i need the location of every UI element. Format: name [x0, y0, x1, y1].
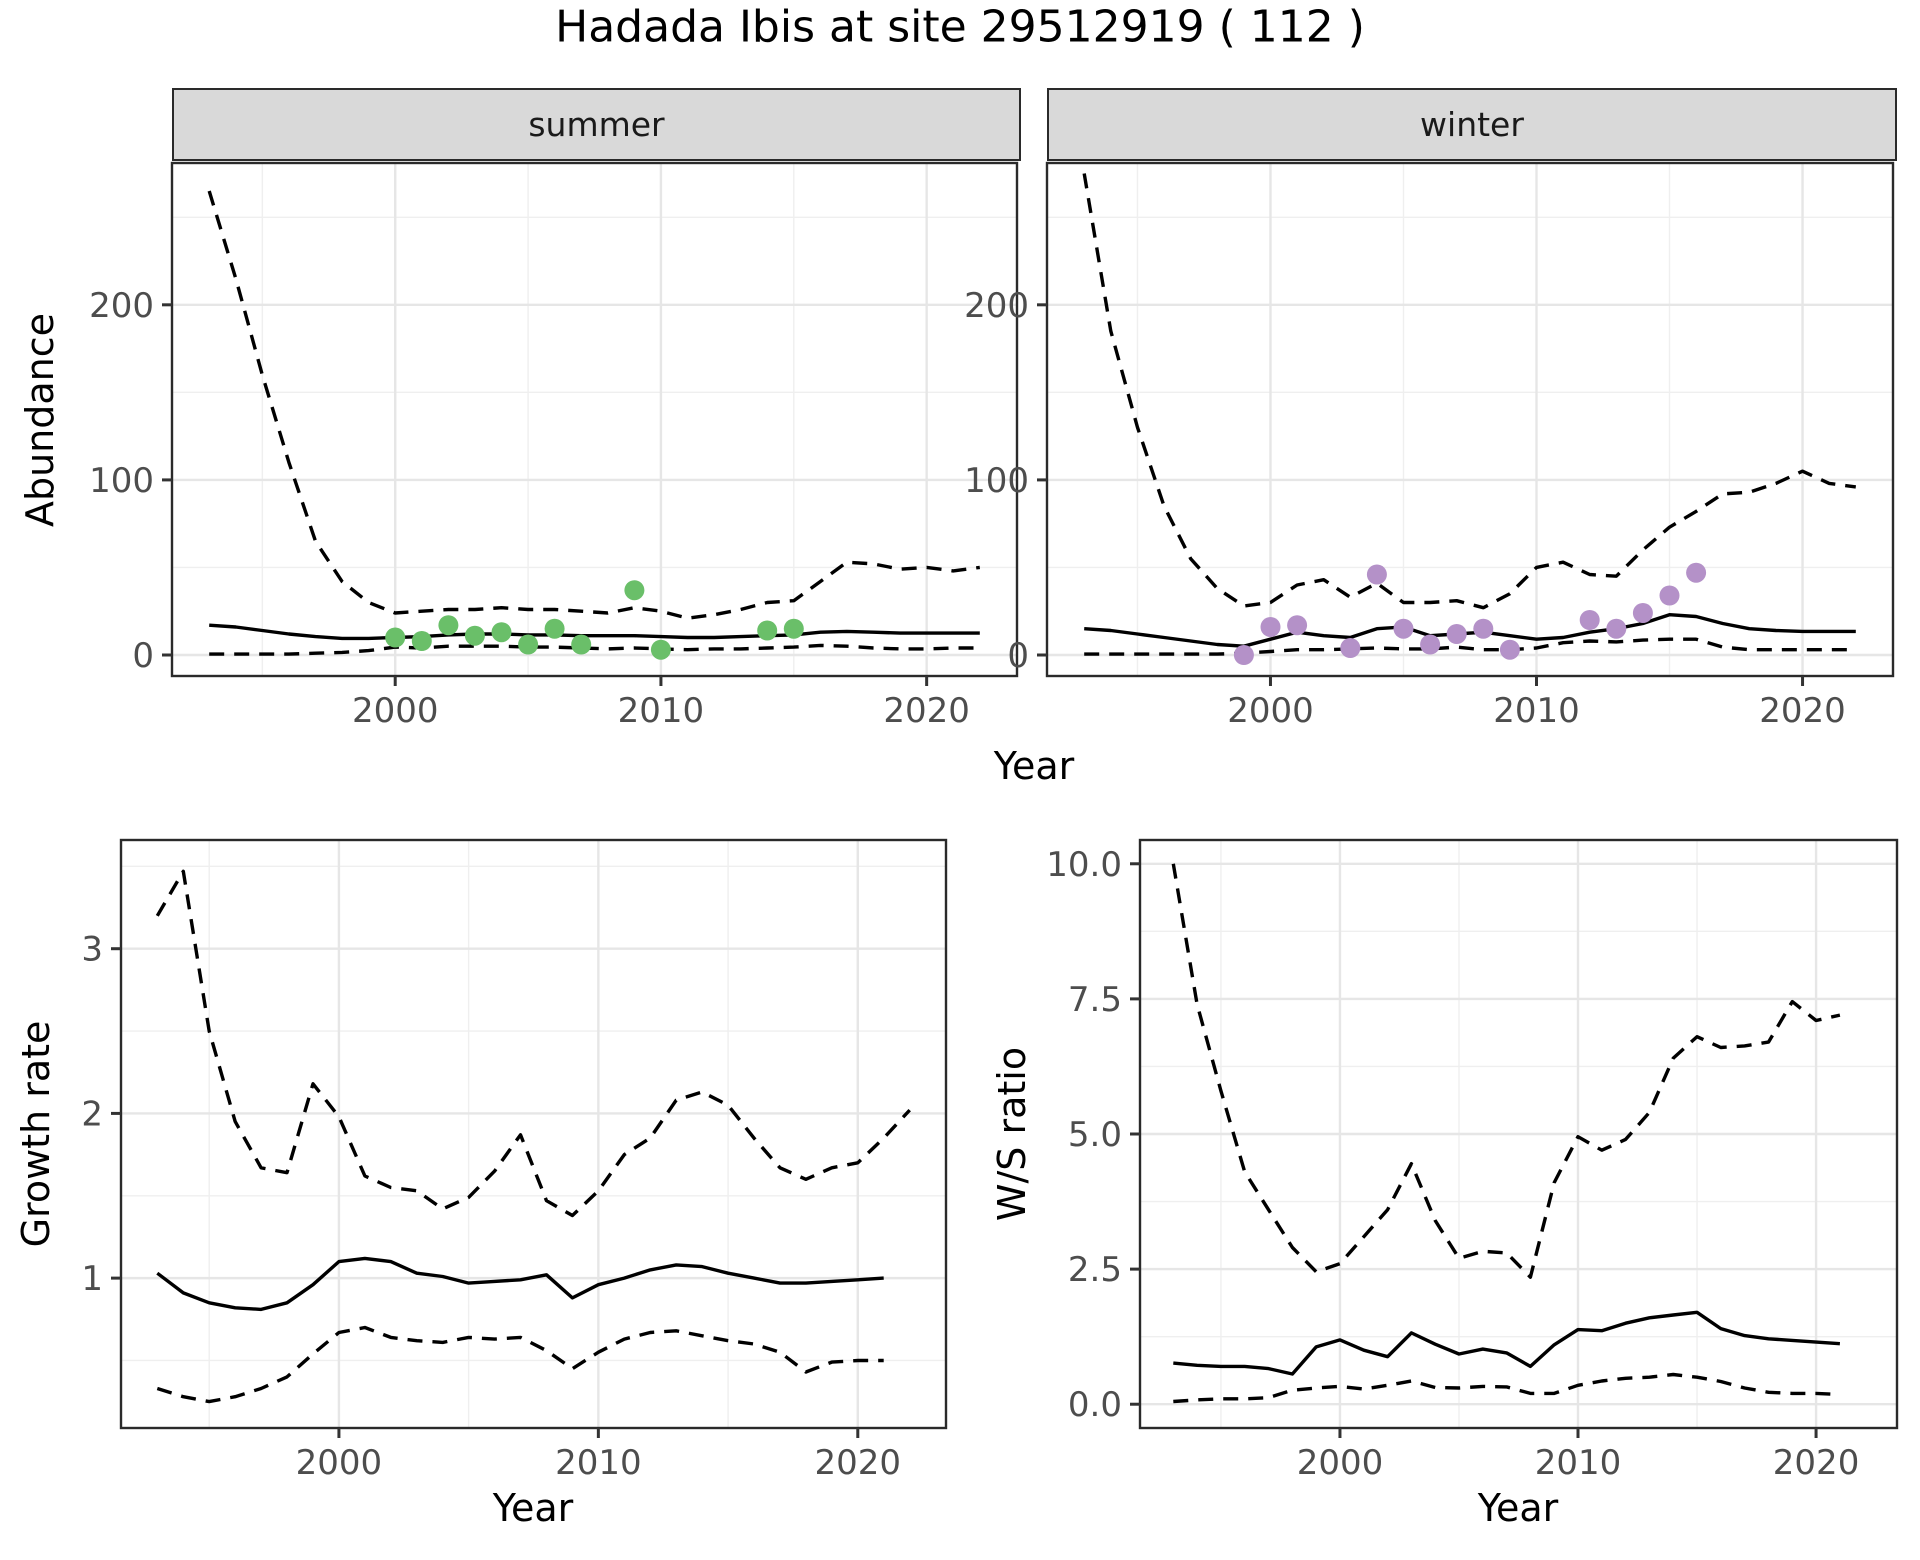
- y-tick-label: 100: [964, 461, 1029, 501]
- observed_winter-point: [1393, 618, 1414, 639]
- x-tick-label: 2010: [1493, 691, 1580, 731]
- y-tick-label: 10.0: [1046, 845, 1122, 885]
- growth_rate-upper_ci-line: [155, 869, 911, 1218]
- x-axis-title-year-bottom-left: Year: [492, 1486, 574, 1530]
- facet-strip-winter-label: winter: [1420, 105, 1524, 144]
- x-tick-label: 2020: [1759, 691, 1846, 731]
- observed_summer-point: [757, 620, 778, 641]
- y-axis-title-abundance: Abundance: [18, 312, 62, 528]
- y-tick-label: 0: [132, 636, 154, 676]
- x-tick-label: 2020: [815, 1443, 902, 1483]
- y-axis-title-growth-rate: Growth rate: [14, 1020, 58, 1248]
- growth_rate-median-line: [156, 1256, 884, 1312]
- observed_summer-point: [385, 627, 406, 648]
- observed_winter-point: [1233, 645, 1254, 665]
- abundance_summer-lower_ci-line: [209, 643, 980, 656]
- abundance_summer-upper_ci-line: [207, 190, 981, 620]
- x-tick-label: 2000: [352, 691, 439, 731]
- panel-border: [170, 161, 1019, 678]
- abundance_summer-median-line: [209, 623, 980, 641]
- abundance_winter-lower_ci-line: [1084, 637, 1856, 656]
- observed_winter-point: [1446, 624, 1467, 644]
- panel-abundance_summer: 2000 2010 2020 0 100 200: [89, 161, 1019, 731]
- observed_summer-point: [624, 580, 645, 601]
- observed_winter-point: [1606, 618, 1627, 639]
- observed_summer-point: [571, 634, 592, 655]
- observed_summer-point: [464, 625, 485, 646]
- x-tick-label: 2020: [883, 691, 970, 731]
- y-tick-label: 2: [81, 1094, 103, 1134]
- observed_winter-point: [1366, 564, 1387, 585]
- observed_winter-point: [1340, 638, 1361, 658]
- y-tick-label: 2.5: [1068, 1250, 1122, 1290]
- observed_summer-point: [491, 622, 512, 643]
- observed_winter-point: [1686, 562, 1707, 583]
- y-tick-label: 200: [89, 286, 154, 326]
- x-tick-label: 2000: [1297, 1443, 1384, 1483]
- x-tick-label: 2010: [555, 1443, 642, 1483]
- abundance_winter-median-line: [1084, 613, 1856, 648]
- y-tick-label: 5.0: [1068, 1115, 1122, 1155]
- observed_summer-point: [518, 634, 539, 655]
- chart-title: Hadada Ibis at site 29512919 ( 112 ): [555, 1, 1365, 53]
- ws_ratio-median-line: [1173, 1310, 1841, 1376]
- facet-strip-summer: summer: [172, 88, 1021, 161]
- x-tick-label: 2010: [618, 691, 705, 731]
- observed_winter-point: [1659, 585, 1680, 606]
- y-tick-label: 0: [1007, 636, 1029, 676]
- observed_winter-point: [1632, 603, 1653, 623]
- y-tick-label: 1: [81, 1259, 103, 1299]
- x-axis-title-year-top: Year: [993, 744, 1075, 788]
- panel-ws_ratio: 2000 2010 2020 0.0 2.5 5.0 7.5 10.0: [1046, 838, 1899, 1483]
- observed_winter-point: [1260, 617, 1281, 637]
- observed_winter-point: [1579, 610, 1600, 630]
- observed_winter-point: [1473, 618, 1494, 639]
- x-tick-label: 2010: [1535, 1443, 1622, 1483]
- observed_summer-point: [783, 618, 804, 639]
- y-tick-label: 200: [964, 286, 1029, 326]
- facet-strip-summer-label: summer: [528, 105, 665, 144]
- observed_summer-point: [544, 618, 565, 639]
- observed_summer-point: [411, 631, 432, 651]
- observed_winter-point: [1420, 634, 1441, 655]
- panel-border: [119, 838, 948, 1430]
- panel-border: [1045, 161, 1895, 678]
- y-axis-title-ws-ratio: W/S ratio: [990, 1046, 1034, 1222]
- observed_winter-point: [1287, 615, 1308, 636]
- panel-background: [121, 840, 946, 1428]
- observed_winter-point: [1499, 639, 1520, 660]
- panel-abundance_winter: 2000 2010 2020 0 100 200: [964, 161, 1895, 731]
- panel-background: [1047, 163, 1893, 676]
- panel-growth_rate: 2000 2010 2020 1 2 3: [81, 838, 948, 1483]
- y-tick-label: 3: [81, 930, 103, 970]
- x-tick-label: 2000: [1227, 691, 1314, 731]
- growth_rate-lower_ci-line: [156, 1325, 884, 1404]
- observed_summer-point: [650, 639, 671, 660]
- abundance_winter-upper_ci-line: [1082, 173, 1857, 610]
- panel-background: [172, 163, 1017, 676]
- facet-strip-winter: winter: [1047, 88, 1897, 161]
- observed_summer-point: [438, 615, 459, 636]
- x-tick-label: 2020: [1773, 1443, 1860, 1483]
- x-tick-label: 2000: [296, 1443, 383, 1483]
- x-axis-title-year-bottom-right: Year: [1477, 1486, 1559, 1530]
- y-tick-label: 7.5: [1068, 980, 1122, 1020]
- y-tick-label: 100: [89, 461, 154, 501]
- ws_ratio-lower_ci-line: [1173, 1372, 1840, 1404]
- y-tick-label: 0.0: [1068, 1385, 1122, 1425]
